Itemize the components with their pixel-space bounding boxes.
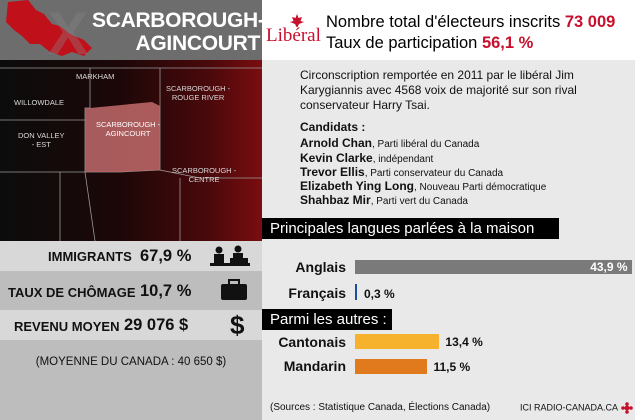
riding-title-line1: SCARBOROUGH-	[92, 9, 265, 32]
map-label-rouge: SCARBOROUGH - ROUGE RIVER	[166, 84, 230, 102]
stat-row-immigrants: IMMIGRANTS 67,9 %	[0, 241, 262, 271]
turnout: Taux de participation 56,1 %	[326, 33, 615, 54]
bar-cantonais	[355, 334, 440, 349]
map-label-willowdale: WILLOWDALE	[14, 98, 65, 107]
others-title: Parmi les autres :	[262, 309, 392, 330]
briefcase-icon	[221, 279, 247, 300]
bar-anglais: 43,9 %	[355, 260, 632, 274]
sources-note: (Sources : Statistique Canada, Élections…	[270, 402, 491, 413]
liberal-logo: Libéral	[266, 14, 321, 48]
riding-description: Circonscription remportée en 2011 par le…	[300, 68, 577, 112]
stat-value: 29 076 $	[124, 316, 189, 334]
map-label-markham: MARKHAM	[76, 72, 115, 81]
bar-francais	[355, 284, 357, 300]
svg-text:X: X	[48, 0, 88, 60]
header-right-panel	[262, 0, 635, 60]
bar-value-francais: 0,3 %	[364, 287, 395, 301]
riding-map: MARKHAM WILLOWDALE SCARBOROUGH - AGINCOU…	[0, 60, 262, 241]
bar-value-cantonais: 13,4 %	[445, 335, 483, 349]
candidate-party: , Nouveau Parti démocratique	[414, 182, 547, 193]
languages-title: Principales langues parlées à la maison	[262, 218, 559, 239]
map-label-donvalley-line1: DON VALLEY	[18, 131, 65, 140]
radio-canada-logo[interactable]: ICI RADIO-CANADA.CA	[520, 402, 634, 414]
map-label-centre-line2: CENTRE	[188, 175, 220, 184]
stat-value: 67,9 %	[140, 247, 192, 265]
candidate-party: , indépendant	[372, 154, 434, 165]
immigrants-icon	[210, 245, 250, 266]
map-label-centre: SCARBOROUGH - CENTRE	[172, 166, 236, 184]
map-label-agincourt-line2: AGINCOURT	[105, 129, 151, 138]
agincourt-district	[85, 102, 160, 172]
candidate-party: , Parti libéral du Canada	[372, 139, 480, 150]
registered-voters: Nombre total d'électeurs inscrits 73 009	[326, 12, 615, 33]
map-label-donvalley: DON VALLEY - EST	[18, 131, 65, 149]
map-label-donvalley-line2: - EST	[31, 140, 51, 149]
liberal-logo-text: Libéral	[266, 25, 321, 46]
candidate-party: , Parti vert du Canada	[370, 196, 468, 207]
stat-label: TAUX DE CHÔMAGE	[8, 285, 136, 300]
candidate-item: Kevin Clarke, indépendant	[300, 151, 433, 165]
stat-value: 10,7 %	[140, 282, 192, 300]
district-boundaries	[0, 67, 262, 241]
bar-mandarin	[355, 359, 428, 374]
candidate-party: , Parti conservateur du Canada	[364, 168, 504, 179]
stat-row-unemployment: TAUX DE CHÔMAGE 10,7 %	[0, 276, 262, 306]
candidate-name: Kevin Clarke	[300, 151, 373, 165]
candidate-name: Trevor Ellis	[300, 165, 365, 179]
map-label-centre-line1: SCARBOROUGH -	[172, 166, 237, 175]
riding-title-line2: AGINCOURT	[135, 32, 261, 55]
cbc-gem-icon	[621, 402, 633, 414]
map-label-agincourt: SCARBOROUGH - AGINCOURT	[96, 120, 160, 138]
turnout-label: Taux de participation	[326, 34, 478, 52]
candidate-name: Shahbaz Mir	[300, 193, 371, 207]
language-label-mandarin: Mandarin	[283, 358, 346, 374]
maple-leaf-icon	[290, 14, 304, 27]
candidate-item: Arnold Chan, Parti libéral du Canada	[300, 136, 479, 150]
language-label-francais: Français	[288, 285, 346, 301]
ontario-map-icon: X	[6, 0, 92, 60]
turnout-value: 56,1 %	[481, 34, 534, 52]
canada-average-note: (MOYENNE DU CANADA : 40 650 $)	[35, 356, 227, 368]
voters-value: 73 009	[564, 13, 616, 31]
candidate-name: Elizabeth Ying Long	[300, 179, 414, 193]
candidate-item: Trevor Ellis, Parti conservateur du Cana…	[300, 165, 503, 179]
bar-value-anglais: 43,9 %	[590, 260, 628, 274]
voters-label: Nombre total d'électeurs inscrits	[326, 13, 561, 31]
language-label-cantonais: Cantonais	[278, 334, 346, 350]
dollar-icon: $	[230, 310, 245, 340]
stat-label: REVENU MOYEN	[14, 319, 120, 334]
riding-title: SCARBOROUGH- AGINCOURT	[92, 9, 265, 55]
bar-value-mandarin: 11,5 %	[433, 360, 471, 374]
language-label-anglais: Anglais	[295, 259, 346, 275]
candidate-item: Shahbaz Mir, Parti vert du Canada	[300, 193, 468, 207]
map-label-rouge-line1: SCARBOROUGH -	[166, 84, 231, 93]
radio-canada-logo-text: ICI RADIO-CANADA.CA	[520, 402, 618, 413]
candidates-title: Candidats :	[300, 120, 366, 134]
candidate-name: Arnold Chan	[300, 136, 372, 150]
candidate-item: Elizabeth Ying Long, Nouveau Parti démoc…	[300, 179, 546, 193]
stat-row-income: REVENU MOYEN 29 076 $ $	[0, 310, 262, 340]
header-stats: Nombre total d'électeurs inscrits 73 009…	[326, 12, 615, 54]
stat-label: IMMIGRANTS	[48, 249, 132, 264]
header-left-panel: X	[0, 0, 262, 60]
map-label-rouge-line2: ROUGE RIVER	[171, 93, 225, 102]
map-label-agincourt-line1: SCARBOROUGH -	[96, 120, 161, 129]
